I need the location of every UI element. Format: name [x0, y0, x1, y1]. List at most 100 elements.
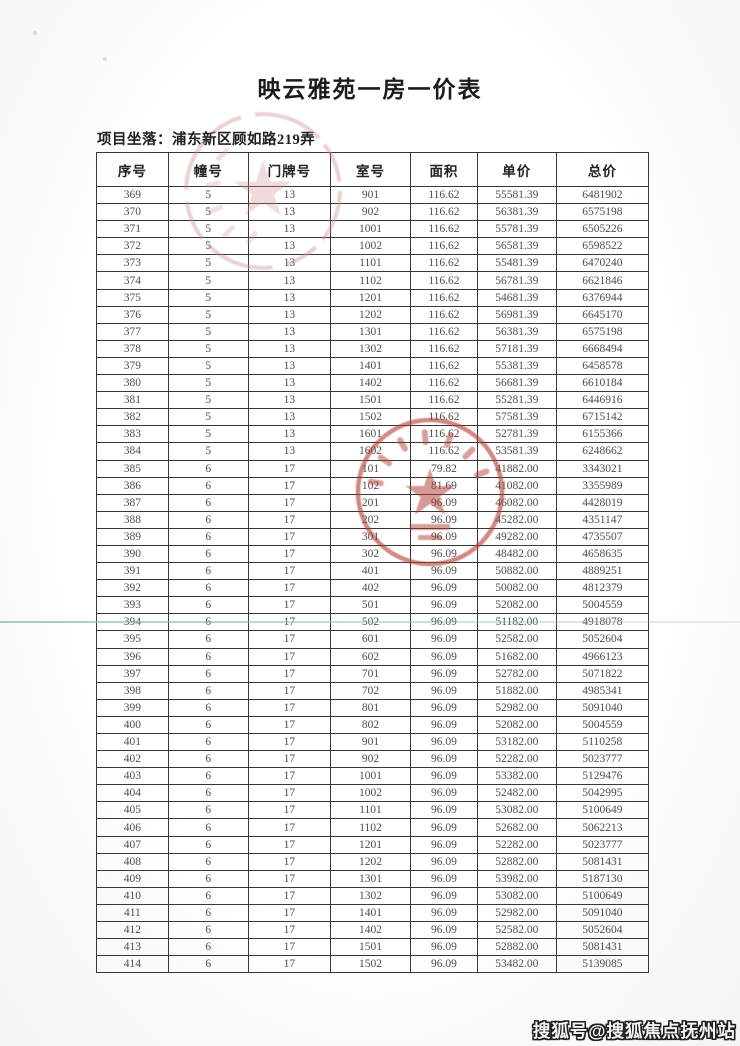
table-cell: 17	[247, 938, 332, 957]
table-cell: 6610184	[555, 374, 650, 393]
table-cell: 1401	[330, 356, 412, 376]
table-cell: 5	[167, 305, 249, 324]
table-cell: 5052604	[555, 921, 650, 940]
table-row: 412 6 17 1402 96.09 52582.00 5052604	[96, 921, 650, 940]
table-cell: 96.09	[410, 938, 478, 957]
table-cell: 96.09	[410, 818, 478, 837]
table-cell: 116.62	[410, 425, 478, 444]
table-row: 396 6 17 602 96.09 51682.00 4966123	[96, 647, 650, 666]
table-cell: 5081431	[555, 852, 650, 871]
table-cell: 382	[96, 408, 169, 427]
table-row: 400 6 17 802 96.09 52082.00 5004559	[96, 715, 650, 735]
table-cell: 96.09	[410, 955, 478, 974]
table-cell: 17	[247, 596, 332, 615]
table-cell: 13	[247, 356, 332, 376]
table-cell: 55781.39	[476, 220, 557, 239]
table-cell: 702	[330, 681, 412, 700]
table-cell: 1401	[330, 903, 412, 923]
header-cell: 面积	[410, 152, 478, 187]
table-cell: 17	[247, 476, 332, 495]
table-cell: 6248662	[555, 442, 650, 461]
table-cell: 41882.00	[476, 459, 557, 478]
table-cell: 5	[167, 237, 249, 256]
table-cell: 53982.00	[476, 869, 557, 888]
table-cell: 116.62	[410, 356, 478, 376]
table-cell: 96.09	[410, 784, 478, 803]
table-cell: 96.09	[410, 732, 478, 752]
table-cell: 396	[96, 647, 169, 666]
table-cell: 17	[247, 903, 332, 923]
table-cell: 45282.00	[476, 510, 557, 529]
price-table: 序号 幢号 门牌号 室号 面积 单价 总价 369 5 13 901 116.62 55581.39 6…	[96, 152, 650, 974]
table-cell: 412	[96, 921, 169, 940]
table-cell: 17	[247, 869, 332, 888]
table-cell: 116.62	[410, 185, 478, 205]
table-row: 378 5 13 1302 116.62 57181.39 6668494	[96, 339, 650, 358]
table-row: 369 5 13 901 116.62 55581.39 6481902	[96, 185, 650, 205]
table-cell: 802	[330, 715, 412, 735]
table-cell: 56381.39	[476, 203, 557, 222]
table-cell: 400	[96, 715, 169, 735]
table-cell: 377	[96, 322, 169, 341]
table-cell: 1402	[330, 921, 412, 940]
table-cell: 1601	[330, 425, 412, 444]
table-row: 392 6 17 402 96.09 50082.00 4812379	[96, 579, 650, 598]
table-cell: 902	[330, 203, 412, 222]
table-cell: 387	[96, 493, 169, 512]
table-row: 395 6 17 601 96.09 52582.00 5052604	[96, 630, 650, 649]
table-cell: 56581.39	[476, 237, 557, 256]
table-cell: 17	[247, 647, 332, 666]
table-cell: 392	[96, 579, 169, 598]
table-cell: 379	[96, 356, 169, 376]
table-cell: 5129476	[555, 767, 650, 786]
table-cell: 96.09	[410, 852, 478, 871]
table-cell: 5042995	[555, 784, 650, 803]
table-cell: 6	[167, 527, 249, 546]
table-cell: 96.09	[410, 510, 478, 529]
header-cell: 总价	[555, 152, 650, 187]
table-cell: 1302	[330, 339, 412, 358]
table-cell: 403	[96, 767, 169, 786]
header-cell: 门牌号	[247, 152, 332, 187]
table-cell: 375	[96, 288, 169, 307]
table-cell: 53482.00	[476, 955, 557, 974]
table-cell: 96.09	[410, 715, 478, 735]
table-cell: 17	[247, 750, 332, 769]
table-cell: 369	[96, 185, 169, 205]
table-cell: 56781.39	[476, 271, 557, 290]
table-cell: 101	[330, 459, 412, 478]
table-cell: 4966123	[555, 647, 650, 666]
table-cell: 6446916	[555, 391, 650, 410]
table-cell: 96.09	[410, 596, 478, 615]
table-cell: 96.09	[410, 630, 478, 649]
table-row: 376 5 13 1202 116.62 56981.39 6645170	[96, 305, 650, 324]
table-row: 406 6 17 1102 96.09 52682.00 5062213	[96, 818, 650, 837]
table-cell: 96.09	[410, 750, 478, 769]
table-cell: 6	[167, 886, 249, 905]
table-cell: 96.09	[410, 544, 478, 564]
table-cell: 116.62	[410, 305, 478, 324]
table-row: 387 6 17 201 96.09 46082.00 4428019	[96, 493, 650, 512]
table-cell: 17	[247, 818, 332, 837]
table-cell: 49282.00	[476, 527, 557, 546]
table-cell: 52982.00	[476, 698, 557, 717]
table-cell: 370	[96, 203, 169, 222]
table-cell: 6	[167, 630, 249, 649]
table-cell: 393	[96, 596, 169, 615]
table-cell: 4889251	[555, 562, 650, 581]
table-cell: 17	[247, 801, 332, 820]
table-cell: 55481.39	[476, 254, 557, 273]
table-cell: 102	[330, 476, 412, 495]
table-row: 385 6 17 101 79.82 41882.00 3343021	[96, 459, 650, 478]
scan-speck	[103, 57, 107, 61]
table-cell: 96.09	[410, 835, 478, 854]
table-cell: 6	[167, 750, 249, 769]
table-cell: 17	[247, 698, 332, 717]
table-cell: 13	[247, 220, 332, 239]
table-cell: 5052604	[555, 630, 650, 649]
table-row: 384 5 13 1602 116.62 53581.39 6248662	[96, 442, 650, 461]
table-cell: 6	[167, 921, 249, 940]
table-cell: 52582.00	[476, 630, 557, 649]
table-cell: 116.62	[410, 408, 478, 427]
table-cell: 6	[167, 818, 249, 837]
